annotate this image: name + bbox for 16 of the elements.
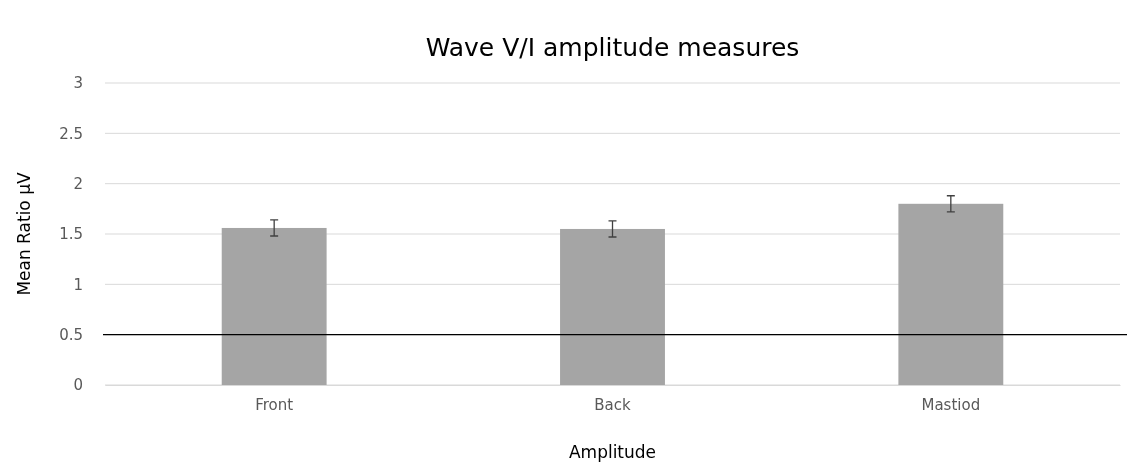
bar [221,227,327,385]
bar [560,228,665,385]
y-tick-label: 1 [73,275,83,294]
bar [898,203,1004,385]
x-tick-label: Front [255,395,294,414]
y-tick-label: 3 [73,74,83,93]
chart-title: Wave V/I amplitude measures [425,33,800,62]
x-tick-label: Mastiod [921,395,981,414]
y-tick-label: 0.5 [59,325,83,344]
y-tick-label: 1.5 [59,225,83,244]
x-axis-title: Amplitude [568,442,657,462]
y-tick-label: 2.5 [59,124,83,143]
y-axis-title: Mean Ratio µV [14,172,34,296]
x-tick-label: Back [594,395,632,414]
y-tick-label: 2 [73,174,83,193]
y-tick-label: 0 [73,376,83,395]
